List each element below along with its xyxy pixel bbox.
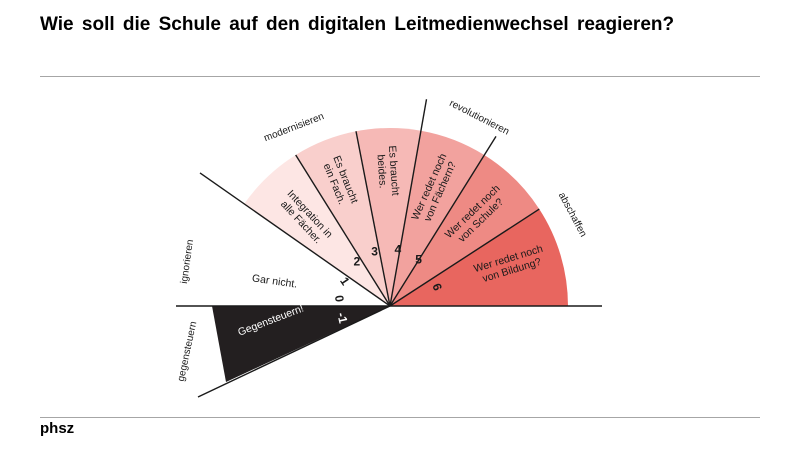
divider-ray-4 bbox=[389, 136, 497, 307]
category-label-modernisieren: modernisieren bbox=[263, 111, 326, 144]
category-label-revolutionieren: revolutionieren bbox=[447, 98, 510, 138]
gegensteuern-ray bbox=[197, 305, 391, 398]
divider-ray-3 bbox=[389, 99, 428, 307]
segment-number-0: 0 bbox=[332, 294, 347, 303]
category-label-gegensteuern: gegensteuern bbox=[176, 320, 199, 382]
segment-number-4: 4 bbox=[394, 243, 401, 257]
fan-segment-6 bbox=[390, 209, 568, 306]
top-divider bbox=[40, 76, 760, 77]
segment-label-line: beides. bbox=[374, 154, 388, 189]
segment-number-2: 2 bbox=[354, 254, 361, 268]
fan-segment-1 bbox=[244, 155, 390, 306]
segment-number-6: 6 bbox=[429, 281, 445, 292]
divider-ray-0 bbox=[199, 172, 391, 307]
divider-ray-2 bbox=[355, 131, 391, 307]
segment-number--1: -1 bbox=[334, 311, 350, 325]
category-label-abschaffen: abschaffen bbox=[556, 191, 589, 239]
segment-number-5: 5 bbox=[415, 252, 422, 266]
divider-ray-5 bbox=[389, 208, 540, 307]
fan-segment--1 bbox=[212, 306, 390, 382]
fan-segment-3 bbox=[356, 128, 421, 306]
fan-divider-lines bbox=[176, 99, 602, 398]
segment-number-3: 3 bbox=[371, 244, 378, 258]
fan-segment-2 bbox=[295, 131, 390, 306]
segment-label-line: Es braucht bbox=[386, 145, 401, 196]
page-title: Wie soll die Schule auf den digitalen Le… bbox=[40, 14, 675, 35]
segment-label-3: Es brauchtbeides. bbox=[374, 145, 401, 197]
fan-segments bbox=[182, 128, 568, 382]
footer-brand: phsz bbox=[40, 420, 75, 437]
fan-segment-5 bbox=[390, 155, 540, 306]
fan-segment-0 bbox=[182, 174, 390, 306]
bottom-divider bbox=[40, 417, 760, 418]
divider-ray-1 bbox=[295, 154, 391, 307]
